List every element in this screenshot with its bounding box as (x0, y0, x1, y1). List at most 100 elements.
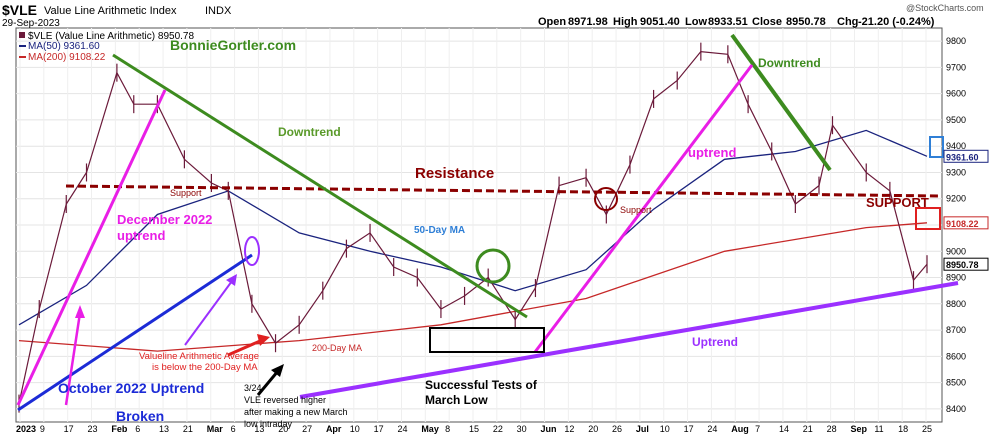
legend-ma200: MA(200) 9108.22 (28, 52, 106, 63)
y-tick-label: 8800 (946, 299, 966, 309)
x-tick-label: 30 (517, 424, 527, 434)
open-label: Open (538, 16, 566, 28)
vl-avg-label-2: is below the 200-Day MA (152, 362, 258, 373)
legend-ma50: MA(50) 9361.60 (28, 41, 100, 52)
y-tick-label: 9500 (946, 115, 966, 125)
x-tick-label: 17 (684, 424, 694, 434)
price-tag-label: 9108.22 (946, 219, 979, 229)
arrow-black-head (271, 364, 284, 377)
x-tick-label: 15 (469, 424, 479, 434)
price-tag-box (943, 216, 989, 230)
chg-label: Chg (837, 16, 858, 28)
dec-uptrend-line (16, 89, 167, 406)
vl-avg-label-1: Valueline Arithmetic Average (139, 351, 259, 362)
x-tick-label: 10 (660, 424, 670, 434)
x-tick-label: 14 (779, 424, 789, 434)
resistance-line (65, 184, 943, 198)
x-tick-label: 26 (612, 424, 622, 434)
arrow-black (256, 370, 280, 396)
ma200-line (18, 222, 928, 352)
ma50-line (18, 129, 928, 326)
dec-label-1: December 2022 (117, 212, 212, 227)
ma200-box (915, 207, 941, 230)
price-tag-box (943, 257, 989, 271)
march-low-box (429, 327, 545, 353)
x-tick-label: Feb (111, 424, 128, 434)
x-tick-label: 6 (135, 424, 140, 434)
tests-label-1: Successful Tests of (425, 378, 538, 392)
legend-swatch-price (19, 32, 25, 38)
x-tick-label: 23 (88, 424, 98, 434)
x-tick-label: 2023 (16, 424, 36, 434)
x-tick-label: Sep (850, 424, 867, 434)
symbol: $VLE (2, 2, 37, 18)
support-label-caps: SUPPORT (866, 195, 929, 210)
arrow-dec-head (75, 305, 85, 318)
y-tick-label: 9300 (946, 167, 966, 177)
note-line-3: after making a new March (244, 407, 348, 417)
x-tick-label: 21 (183, 424, 193, 434)
arrow-purple-head (226, 274, 237, 286)
downtrend-label-2: Downtrend (758, 56, 821, 70)
x-axis: 2023 9 17 23 Feb 6 13 21 Mar 6 13 20 27 Apr 10 17 24 May 8… (16, 424, 932, 434)
x-tick-label: Apr (326, 424, 342, 434)
x-tick-label: 7 (755, 424, 760, 434)
low-value: 8933.51 (708, 16, 748, 28)
y-tick-label: 8900 (946, 273, 966, 283)
x-tick-label: 12 (564, 424, 574, 434)
uptrend-line (533, 64, 754, 353)
y-tick-label: 9400 (946, 141, 966, 151)
long-uptrend-line (299, 281, 959, 399)
y-tick-label: 9800 (946, 36, 966, 46)
watermark: BonnieGortler.com (170, 37, 296, 53)
support-label-2: Support (620, 205, 652, 215)
arrow-red-head (257, 334, 270, 346)
x-tick-label: 20 (588, 424, 598, 434)
y-tick-label: 8600 (946, 351, 966, 361)
uptrend-label-big: Uptrend (692, 335, 738, 349)
y-tick-label: 8500 (946, 378, 966, 388)
dec-label-2: uptrend (117, 228, 165, 243)
x-tick-label: May (421, 424, 439, 434)
ma50-label: 50-Day MA (414, 225, 465, 236)
x-tick-label: 8 (445, 424, 450, 434)
x-tick-label: 18 (898, 424, 908, 434)
exchange: INDX (205, 5, 232, 17)
x-tick-label: Mar (207, 424, 224, 434)
price-tag-box (943, 149, 989, 163)
tests-label-2: March Low (425, 393, 488, 407)
x-tick-label: 17 (374, 424, 384, 434)
low-label: Low (685, 16, 707, 28)
x-tick-label: 25 (922, 424, 932, 434)
note-line-1: 3/24 (244, 383, 262, 393)
arrow-red (227, 339, 261, 357)
grid (16, 28, 942, 422)
downtrend-label-1: Downtrend (278, 125, 341, 139)
downtrend-line-2 (730, 33, 832, 172)
downtrend-line-1 (112, 53, 528, 319)
resistance-label: Resistance (415, 165, 494, 182)
x-tick-label: 24 (397, 424, 407, 434)
price-tags: 9361.60 9108.22 8950.78 (943, 149, 989, 271)
x-tick-label: 17 (64, 424, 74, 434)
ma50-box (929, 136, 944, 158)
x-tick-label: 27 (302, 424, 312, 434)
note-line-4: low intraday (244, 419, 293, 429)
x-tick-label: 21 (803, 424, 813, 434)
oct-uptrend-line (17, 253, 253, 412)
breakout-circle (475, 248, 511, 284)
x-tick-label: 13 (254, 424, 264, 434)
x-tick-label: 11 (874, 424, 883, 434)
arrow-purple (184, 280, 233, 346)
open-value: 8971.98 (568, 16, 608, 28)
y-tick-label: 9700 (946, 62, 966, 72)
x-tick-label: 9 (40, 424, 45, 434)
x-tick-label: Jul (636, 424, 649, 434)
chg-value: -21.20 (-0.24%) (858, 16, 935, 28)
support-circle (594, 187, 618, 211)
x-tick-label: 6 (231, 424, 236, 434)
x-tick-label: 22 (493, 424, 503, 434)
x-tick-label: Jun (541, 424, 557, 434)
close-value: 8950.78 (786, 16, 826, 28)
